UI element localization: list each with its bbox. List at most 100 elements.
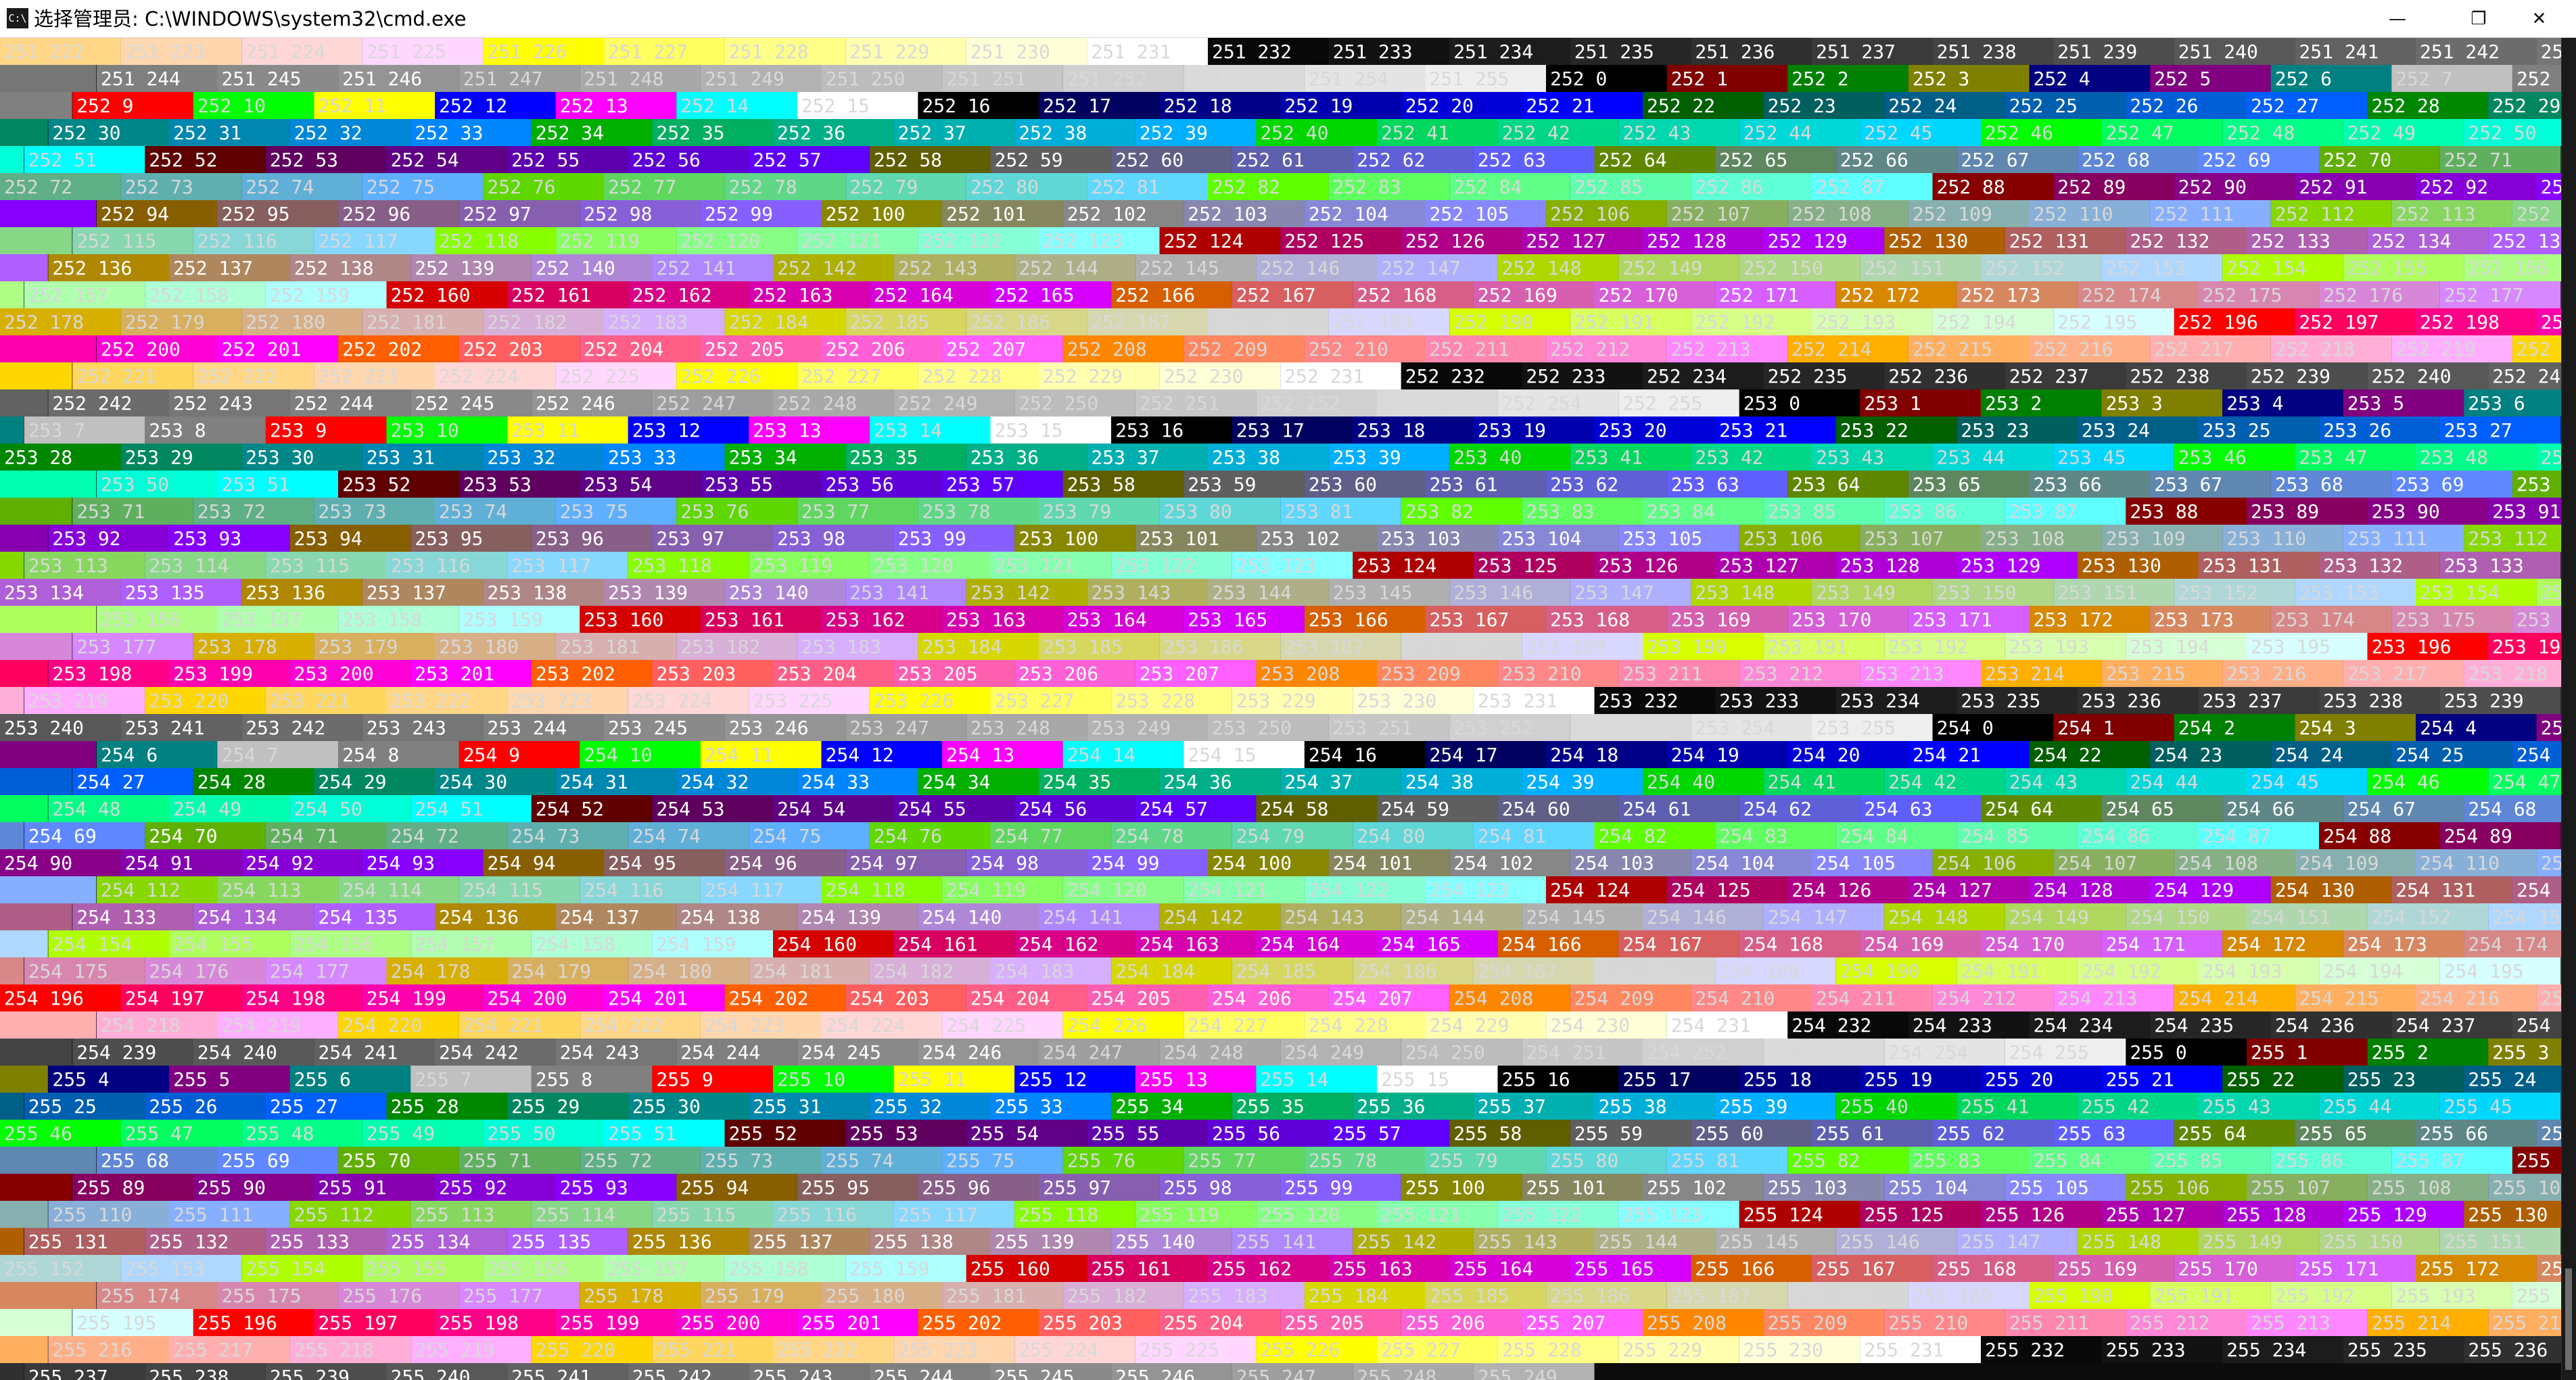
color-cell-label: 252 69 [2203, 149, 2271, 171]
color-cell-label: 254 218 [101, 1014, 181, 1037]
color-cell-label: 254 183 [995, 960, 1075, 982]
color-cell: 253 201 [411, 660, 532, 687]
color-cell-label: 255 32 [874, 1095, 942, 1118]
color-cell: 255 185 [1425, 1282, 1547, 1309]
color-cell-swatch [1280, 92, 1401, 119]
color-cell-swatch [265, 146, 387, 173]
color-cell-label: 254 210 [1695, 987, 1775, 1009]
scrollbar-thumb[interactable] [2565, 1268, 2572, 1370]
color-cell-label: 253 127 [1719, 554, 1799, 577]
color-cell: 254 131 [2391, 876, 2512, 903]
color-cell-label: 253 145 [1333, 581, 1413, 604]
color-cell-swatch [1666, 335, 1788, 362]
color-cell: 255 5 [169, 1066, 290, 1093]
color-cell: 254 51 [411, 795, 532, 822]
color-cell-label: 253 183 [801, 636, 881, 658]
color-cell-label: 254 170 [1985, 933, 2065, 955]
minimize-button[interactable]: — [2389, 9, 2406, 29]
color-cell: 254 188 [1594, 957, 1716, 984]
color-cell-label: 253 249 [1091, 717, 1171, 739]
color-cell-label: 253 227 [995, 690, 1075, 712]
color-cell-label: 253 112 [2468, 527, 2548, 550]
color-cell: 254 162 [1014, 930, 1135, 957]
color-cell-label: 252 184 [729, 311, 809, 333]
color-cell: 253 171 [1908, 606, 2030, 633]
color-cell: 252 18 [1159, 92, 1281, 119]
color-cell-label: 252 246 [536, 392, 615, 414]
console-output[interactable]: 251 222 251 223 251 224 251 225 251 226 251 2… [0, 38, 2561, 1380]
color-cell-label: 251 225 [367, 41, 446, 63]
maximize-button[interactable]: ❐ [2470, 9, 2487, 29]
color-cell-label: 252 55 [511, 149, 580, 171]
color-cell-label: 254 76 [874, 825, 942, 847]
color-cell: 253 59 [1184, 471, 1305, 498]
color-cell-label: 254 44 [2130, 771, 2198, 793]
vertical-scrollbar[interactable] [2561, 38, 2576, 1380]
color-cell-label: 253 175 [2395, 609, 2475, 631]
color-cell: 254 199 [362, 984, 484, 1012]
color-cell: 254 130 [2270, 876, 2392, 903]
color-cell-label: 254 211 [1816, 987, 1896, 1009]
color-cell: 252 92 [2416, 173, 2537, 200]
color-cell-swatch [990, 146, 1112, 173]
color-cell: 252 214 [1787, 335, 1908, 362]
close-button[interactable]: ✕ [2531, 9, 2547, 29]
color-cell: 252 63 [1473, 146, 1595, 173]
color-cell: 253 167 [1425, 606, 1547, 633]
color-cell-label: 254 178 [391, 960, 471, 982]
color-cell-label: 254 81 [1478, 825, 1546, 847]
color-cell-label: 253 139 [608, 581, 688, 604]
color-cell-label: 255 81 [1671, 1149, 1739, 1172]
color-cell-label: 253 114 [149, 554, 229, 577]
color-cell: 255 246 [1111, 1363, 1232, 1380]
color-cell: 254 33 [797, 768, 918, 795]
color-cell: 254 220 [338, 1012, 459, 1039]
color-cell-label: 254 224 [826, 1014, 906, 1037]
color-cell-label: 254 254 [1888, 1041, 1968, 1064]
color-cell: 253 79 [1039, 498, 1160, 525]
color-cell: 252 100 [821, 200, 943, 227]
color-cell: 252 232 [1401, 362, 1522, 389]
color-cell-label: 255 121 [1381, 1204, 1461, 1226]
color-cell: 255 183 [1184, 1282, 1305, 1309]
color-cell-swatch [2053, 173, 2174, 200]
color-cell-swatch [1957, 146, 2078, 173]
color-cell: 253 62 [1546, 471, 1667, 498]
color-cell: 255 127 [2101, 1201, 2223, 1228]
color-cell: 253 55 [700, 471, 822, 498]
color-cell: 253 143 [1087, 579, 1208, 606]
color-cell: 252 44 [1739, 119, 1860, 146]
color-cell: 252 141 [652, 254, 773, 281]
color-cell: 254 58 [1256, 795, 1377, 822]
color-cell-label: 255 55 [1091, 1122, 1159, 1145]
color-cell: 252 222 [193, 362, 314, 389]
color-cell: 253 83 [1522, 498, 1643, 525]
color-cell: 255 225 [1135, 1336, 1257, 1363]
color-cell: 252 88 [1932, 173, 2054, 200]
color-cell: 255 83 [1908, 1147, 2030, 1174]
color-cell-label: 254 6 [101, 744, 158, 766]
color-cell: 253 128 [1835, 552, 1957, 579]
color-cell: 253 90 [2367, 498, 2489, 525]
color-cell: 253 103 [1377, 525, 1498, 552]
color-cell: 253 4 [2222, 389, 2343, 417]
color-cell: 255 97 [1039, 1174, 1160, 1201]
color-cell: 255 143 [1473, 1228, 1595, 1255]
color-cell-label: 252 58 [874, 149, 942, 171]
color-cell-label: 252 92 [2420, 176, 2488, 198]
color-cell: 254 11 [700, 741, 822, 768]
color-cell-label: 255 222 [777, 1339, 857, 1361]
color-cell: 255 139 [990, 1228, 1112, 1255]
color-cell: 252 68 [2077, 146, 2199, 173]
color-cell: 252 240 [2367, 362, 2489, 389]
color-cell: 253 126 [1594, 552, 1716, 579]
color-cell-label: 254 8 [342, 744, 399, 766]
color-cell: 254 90 [0, 849, 121, 876]
color-cell-label: 254 188 [1599, 960, 1679, 982]
color-cell: 255 206 [1401, 1309, 1522, 1336]
color-cell: 254 194 [2319, 957, 2440, 984]
color-cell: 252 144 [1014, 254, 1135, 281]
color-cell-swatch [1377, 254, 1498, 281]
color-cell-label: 254 99 [1091, 852, 1159, 874]
color-cell: 255 0 [2126, 1039, 2247, 1066]
